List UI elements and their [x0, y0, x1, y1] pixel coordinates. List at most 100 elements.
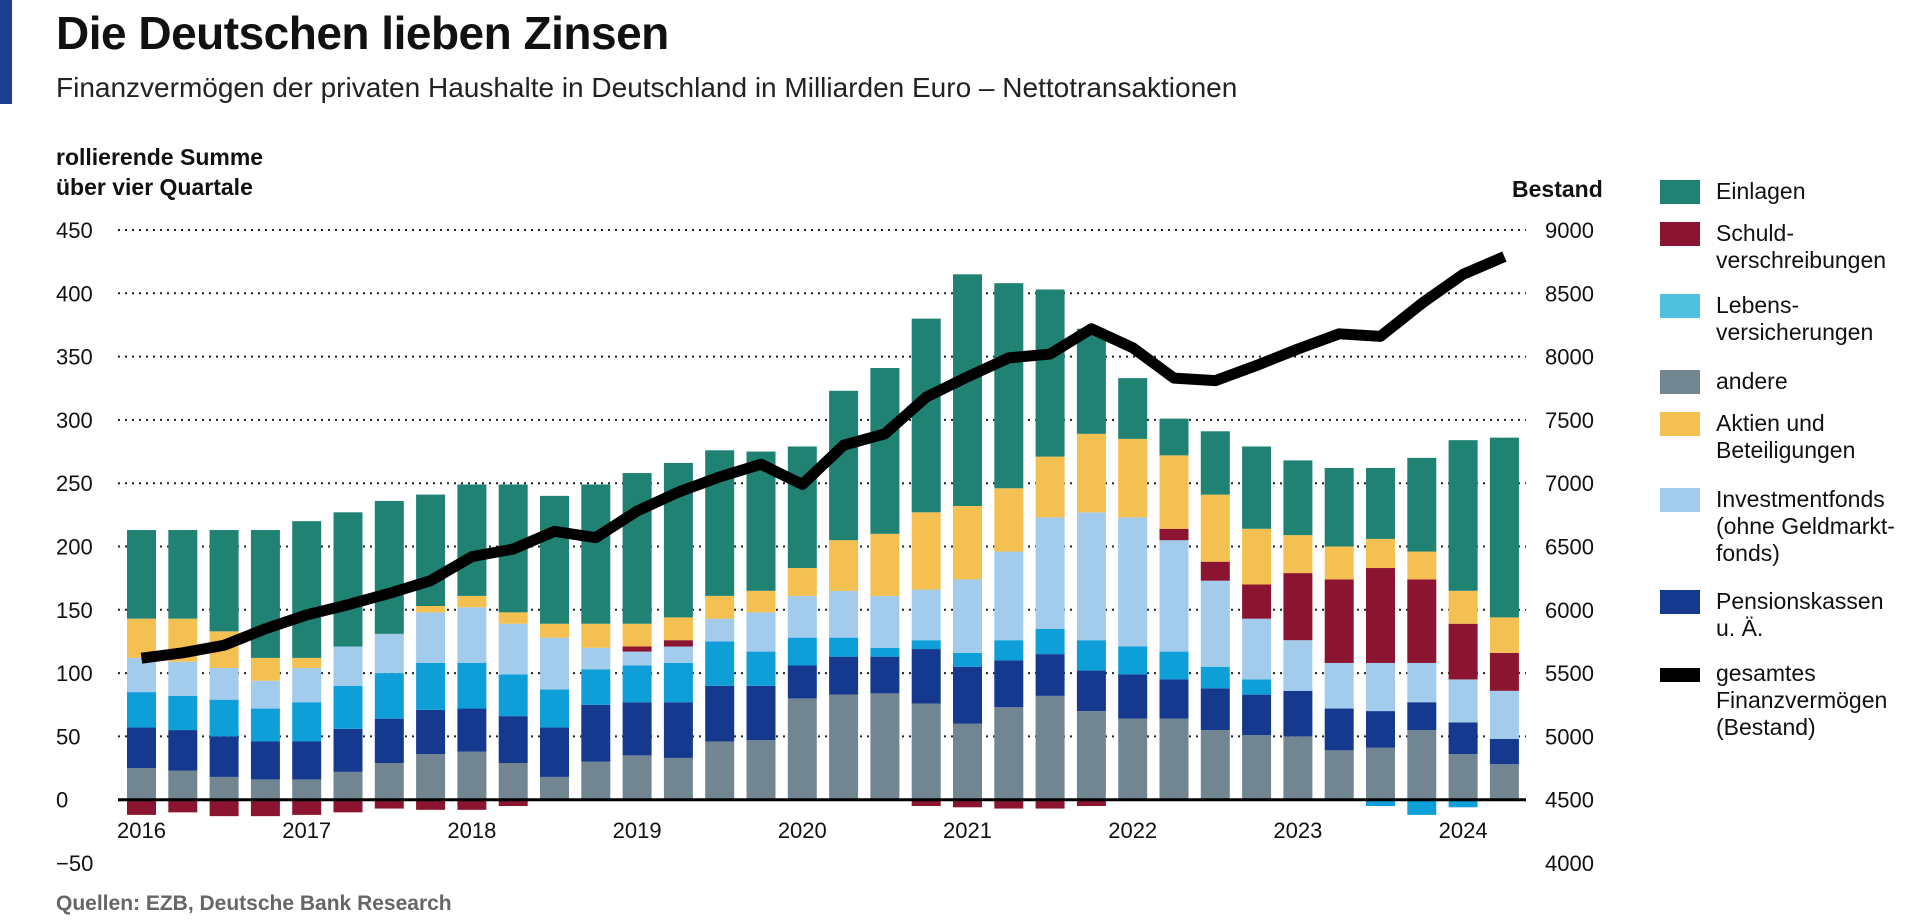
bar-segment-pensionskassen: [1489, 738, 1519, 765]
bar-segment-einlagen: [911, 318, 941, 513]
right-tick-label: 6500: [1545, 535, 1594, 560]
bar-segment-investmentfonds: [581, 647, 611, 670]
bar-segment-schuld-verschreibungen: [209, 799, 239, 817]
bar-segment-andere: [1407, 730, 1437, 800]
bar-segment-investmentfonds: [1324, 662, 1354, 709]
bar-segment-investmentfonds: [1076, 512, 1106, 641]
bar-segment-andere: [127, 768, 156, 800]
bar-segment-pensionskassen: [1283, 690, 1313, 737]
legend-label: Aktien und Beteiligungen: [1716, 410, 1856, 463]
bar-segment-lebens-versicherungen: [994, 640, 1024, 661]
bar-segment-einlagen: [994, 283, 1024, 489]
right-tick-label: 7500: [1545, 408, 1594, 433]
bar-segment-investmentfonds: [1489, 690, 1519, 739]
legend-swatch: [1660, 412, 1700, 436]
right-tick-label: 9000: [1545, 218, 1594, 243]
bar-segment-investmentfonds: [911, 589, 941, 641]
bar-segment-pensionskassen: [498, 716, 528, 763]
bar-segment-andere: [250, 779, 280, 800]
bar-segment-investmentfonds: [498, 623, 528, 675]
bar-segment-andere: [705, 741, 735, 800]
bar-segment-aktien: [622, 623, 652, 647]
bar-segment-pensionskassen: [1407, 702, 1437, 731]
bar-segment-pensionskassen: [829, 656, 859, 695]
bar-segment-pensionskassen: [540, 727, 569, 777]
x-tick-label: 2021: [943, 818, 992, 843]
bar-segment-lebens-versicherungen: [911, 640, 941, 650]
left-tick-label: 50: [56, 724, 80, 749]
bar-segment-investmentfonds: [1035, 517, 1065, 629]
legend-swatch: [1660, 180, 1700, 204]
bar-segment-pensionskassen: [1076, 670, 1106, 712]
bar-segment-lebens-versicherungen: [705, 641, 735, 686]
bar-segment-einlagen: [1448, 440, 1478, 591]
legend-label: gesamtes Finanzvermögen (Bestand): [1716, 660, 1888, 740]
bar-segment-aktien: [540, 623, 569, 638]
bar-segment-einlagen: [581, 484, 611, 624]
x-tick-label: 2019: [613, 818, 662, 843]
bar-segment-aktien: [787, 568, 817, 596]
bar-segment-investmentfonds: [250, 680, 280, 709]
right-tick-label: 7000: [1545, 471, 1594, 496]
bar-segment-pensionskassen: [457, 708, 487, 752]
bar-segment-aktien: [870, 533, 900, 596]
bar-segment-investmentfonds: [870, 595, 900, 648]
bar-segment-andere: [1324, 750, 1354, 800]
bar-segment-einlagen: [1200, 431, 1230, 495]
bar-segment-lebens-versicherungen: [1076, 640, 1106, 671]
bar-segment-lebens-versicherungen: [746, 651, 776, 686]
bar-segment-schuld-verschreibungen: [416, 799, 446, 810]
bar-segment-pensionskassen: [911, 649, 941, 704]
bar-segment-schuld-verschreibungen: [1035, 799, 1065, 809]
x-tick-label: 2022: [1108, 818, 1157, 843]
bar-segment-einlagen: [1407, 457, 1437, 552]
bar-segment-andere: [622, 755, 652, 800]
bar-segment-einlagen: [292, 521, 322, 658]
legend-label: Lebens- versicherungen: [1716, 292, 1874, 345]
bar-segment-einlagen: [1076, 328, 1106, 434]
bar-segment-aktien: [457, 595, 487, 608]
legend-item-investmentfonds: Investmentfonds (ohne Geldmarkt- fonds): [1660, 486, 1895, 567]
bar-segment-andere: [292, 779, 322, 800]
bar-segment-investmentfonds: [416, 612, 446, 663]
bar-segment-andere: [1159, 718, 1189, 800]
bar-segment-investmentfonds: [994, 551, 1024, 641]
bar-segment-andere: [1242, 735, 1272, 800]
bar-segment-pensionskassen: [1366, 711, 1395, 748]
bar-segment-einlagen: [168, 530, 198, 619]
bar-segment-andere: [333, 771, 363, 800]
bar-segment-einlagen: [829, 390, 859, 541]
left-tick-label: 450: [56, 218, 93, 243]
bar-segment-andere: [1035, 695, 1065, 800]
bar-segment-aktien: [1118, 438, 1148, 518]
bar-segment-schuld-verschreibungen: [622, 646, 652, 652]
bar-segment-aktien: [581, 623, 611, 648]
bar-segment-lebens-versicherungen: [498, 674, 528, 717]
bar-segment-aktien: [127, 618, 156, 658]
bar-segment-pensionskassen: [127, 727, 156, 769]
left-tick-label: 350: [56, 345, 93, 370]
left-tick-label: 300: [56, 408, 93, 433]
bar-segment-schuld-verschreibungen: [457, 799, 487, 810]
bar-segment-investmentfonds: [1118, 517, 1148, 647]
bar-segment-aktien: [292, 657, 322, 669]
bar-segment-andere: [1366, 747, 1395, 800]
bar-segment-pensionskassen: [622, 702, 652, 756]
bar-segment-schuld-verschreibungen: [250, 799, 280, 817]
bar-segment-lebens-versicherungen: [333, 685, 363, 729]
bar-segment-lebens-versicherungen: [416, 662, 446, 710]
left-axis-title: rollierende Summe über vier Quartale: [56, 144, 264, 200]
bar-segment-investmentfonds: [1407, 662, 1437, 703]
bar-segment-andere: [746, 740, 776, 800]
bar-segment-lebens-versicherungen: [209, 699, 239, 737]
bar-segment-investmentfonds: [1283, 640, 1313, 691]
legend-item-pensionskassen: Pensionskassen u. Ä.: [1660, 588, 1884, 642]
bar-segment-pensionskassen: [1448, 722, 1478, 755]
right-tick-label: 4500: [1545, 788, 1594, 813]
bar-segment-lebens-versicherungen: [127, 692, 156, 728]
bar-segment-einlagen: [1324, 468, 1354, 547]
bar-segment-pensionskassen: [705, 685, 735, 742]
x-tick-label: 2023: [1273, 818, 1322, 843]
bar-segment-investmentfonds: [1366, 662, 1395, 712]
legend-label: Pensionskassen u. Ä.: [1716, 588, 1884, 641]
